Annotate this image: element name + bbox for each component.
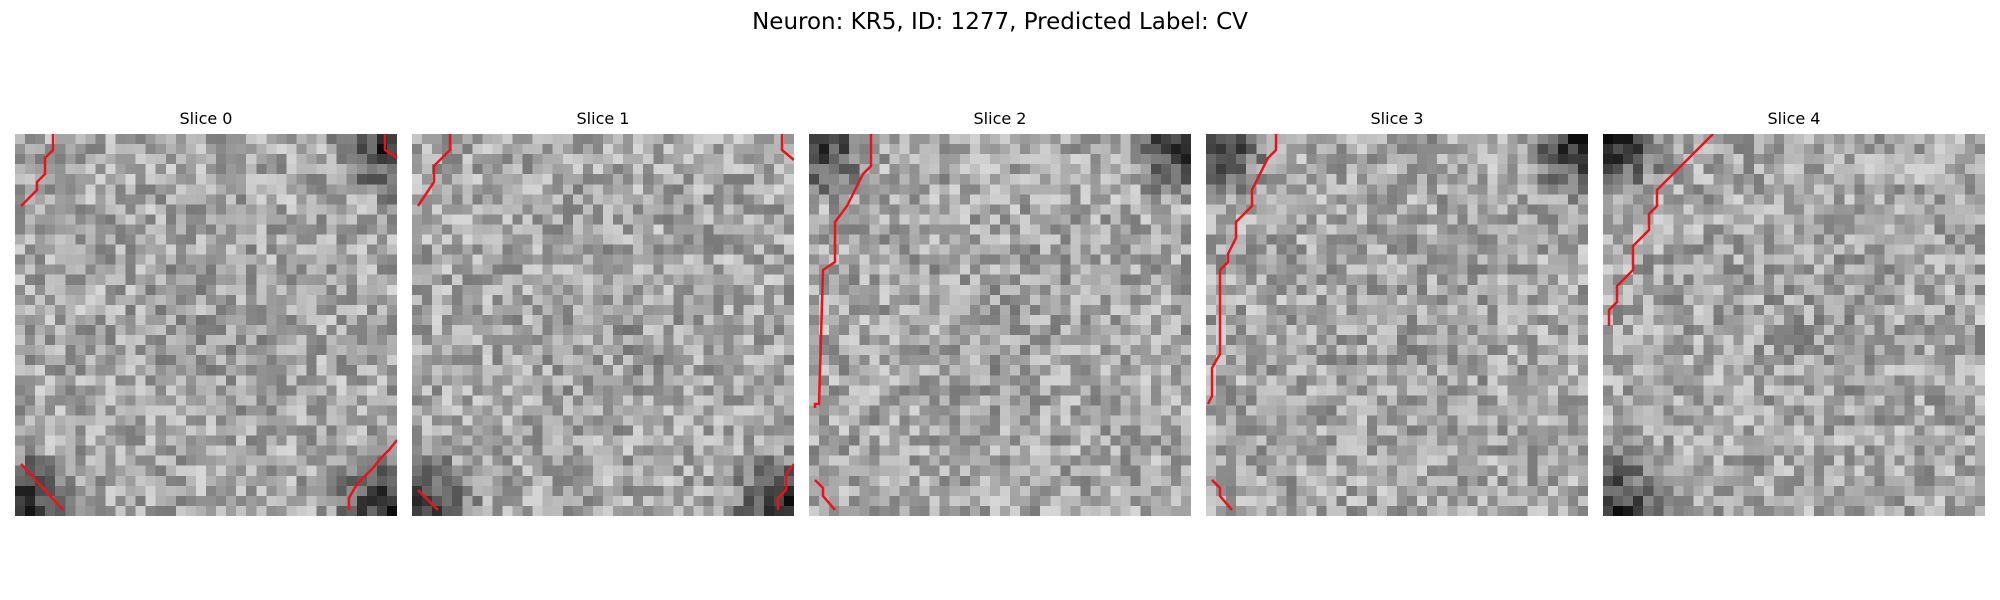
slice-title-0: Slice 0 <box>15 108 397 130</box>
slice-panel-4: Slice 4 <box>1603 0 1985 600</box>
slice-title-3: Slice 3 <box>1206 108 1588 130</box>
slice-image-2 <box>809 134 1191 516</box>
slice-title-2: Slice 2 <box>809 108 1191 130</box>
slice-panel-2: Slice 2 <box>809 0 1191 600</box>
slice-panel-0: Slice 0 <box>15 0 397 600</box>
slice-image-3 <box>1206 134 1588 516</box>
slice-title-4: Slice 4 <box>1603 108 1985 130</box>
slice-image-1 <box>412 134 794 516</box>
slice-image-4 <box>1603 134 1985 516</box>
slice-panel-1: Slice 1 <box>412 0 794 600</box>
slice-panel-3: Slice 3 <box>1206 0 1588 600</box>
slice-image-0 <box>15 134 397 516</box>
slice-title-1: Slice 1 <box>412 108 794 130</box>
